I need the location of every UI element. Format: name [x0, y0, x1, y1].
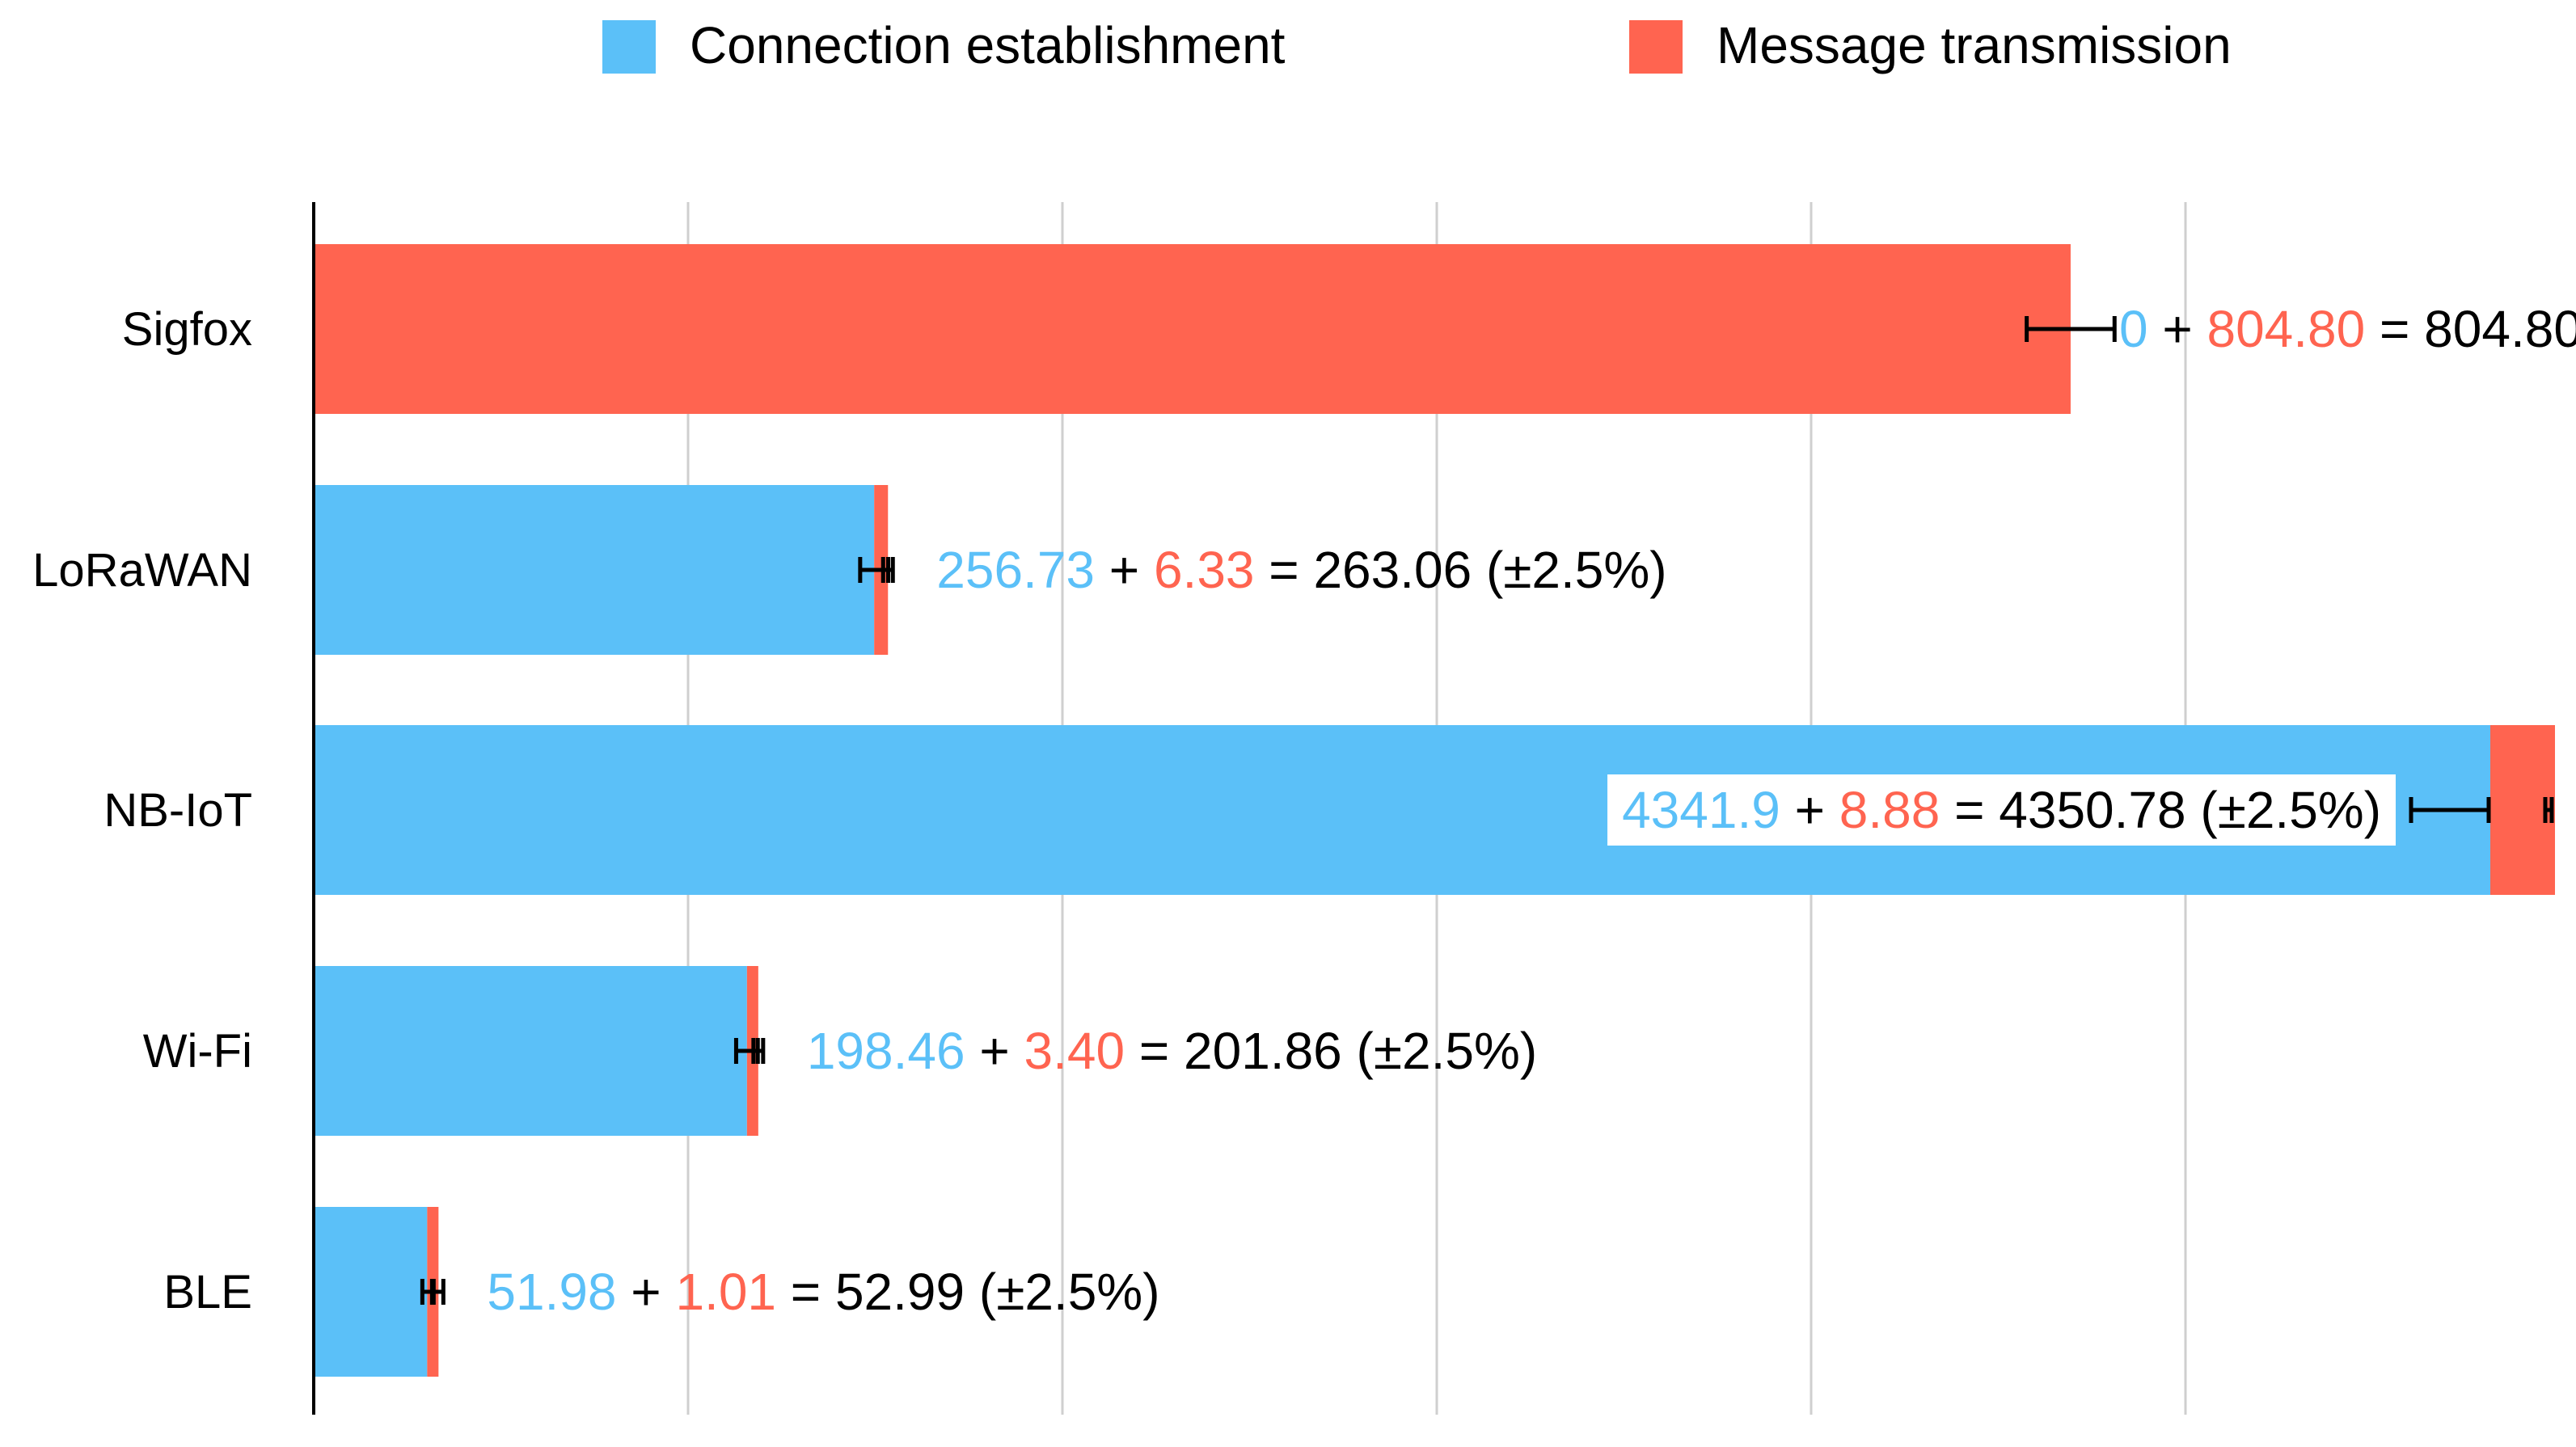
- annotation-plus: +: [617, 1263, 676, 1321]
- annotation-conn-value: 51.98: [487, 1263, 616, 1321]
- legend: Connection establishment Message transmis…: [602, 16, 2232, 74]
- annotation-total-value: 201.86 (±2.5%): [1184, 1022, 1537, 1080]
- annotation-equals: =: [2365, 300, 2424, 358]
- annotation-msg-value: 3.40: [1024, 1022, 1125, 1080]
- bars: [314, 244, 2555, 1377]
- annotation-total-value: 52.99 (±2.5%): [835, 1263, 1160, 1321]
- annotation-msg-value: 1.01: [675, 1263, 776, 1321]
- annotation-equals: =: [1940, 781, 1999, 839]
- legend-swatch-connection-establishment: [602, 20, 656, 74]
- category-label-sigfox: Sigfox: [122, 303, 252, 356]
- annotation-nb-iot: 4341.9 + 8.88 = 4350.78 (±2.5%): [1622, 781, 2381, 839]
- annotation-total-value: 804.80 (±2.5%): [2424, 300, 2576, 358]
- category-label-lorawan: LoRaWAN: [32, 544, 252, 597]
- category-label-nb-iot: NB-IoT: [103, 784, 252, 837]
- category-label-ble: BLE: [163, 1266, 252, 1318]
- annotation-msg-value: 8.88: [1839, 781, 1940, 839]
- bar-connection-lorawan: [314, 485, 875, 655]
- annotation-sigfox: 0 + 804.80 = 804.80 (±2.5%): [2119, 300, 2576, 358]
- annotation-conn-value: 256.73: [936, 541, 1095, 599]
- category-label-wi-fi: Wi-Fi: [143, 1025, 252, 1078]
- annotation-plus: +: [965, 1022, 1024, 1080]
- annotation-plus: +: [1095, 541, 1154, 599]
- annotation-box-nb-iot: [1607, 774, 2396, 846]
- annotation-plus: +: [1780, 781, 1839, 839]
- annotation-ble: 51.98 + 1.01 = 52.99 (±2.5%): [487, 1263, 1159, 1321]
- bar-connection-wi-fi: [314, 966, 747, 1136]
- annotation-equals: =: [1125, 1022, 1184, 1080]
- bar-message-sigfox: [314, 244, 2071, 414]
- annotation-msg-value: 6.33: [1154, 541, 1255, 599]
- legend-swatch-message-transmission: [1629, 20, 1683, 74]
- annotation-lorawan: 256.73 + 6.33 = 263.06 (±2.5%): [936, 541, 1666, 599]
- bar-connection-ble: [314, 1207, 428, 1377]
- value-annotations: 0 + 804.80 = 804.80 (±2.5%) 256.73 + 6.33…: [487, 300, 2576, 1321]
- annotation-total-value: 4350.78 (±2.5%): [1999, 781, 2381, 839]
- annotation-wi-fi: 198.46 + 3.40 = 201.86 (±2.5%): [807, 1022, 1537, 1080]
- legend-label-message-transmission: Message transmission: [1717, 16, 2232, 74]
- annotation-equals: =: [776, 1263, 835, 1321]
- annotation-conn-value: 198.46: [807, 1022, 965, 1080]
- legend-label-connection-establishment: Connection establishment: [690, 16, 1286, 74]
- category-labels: Sigfox LoRaWAN NB-IoT Wi-Fi BLE: [32, 303, 252, 1318]
- annotation-conn-value: 0: [2119, 300, 2148, 358]
- annotation-equals: =: [1255, 541, 1314, 599]
- annotation-conn-value: 4341.9: [1622, 781, 1780, 839]
- annotation-plus: +: [2148, 300, 2207, 358]
- annotation-msg-value: 804.80: [2206, 300, 2365, 358]
- annotation-total-value: 263.06 (±2.5%): [1313, 541, 1666, 599]
- error-bars: [420, 316, 2554, 1305]
